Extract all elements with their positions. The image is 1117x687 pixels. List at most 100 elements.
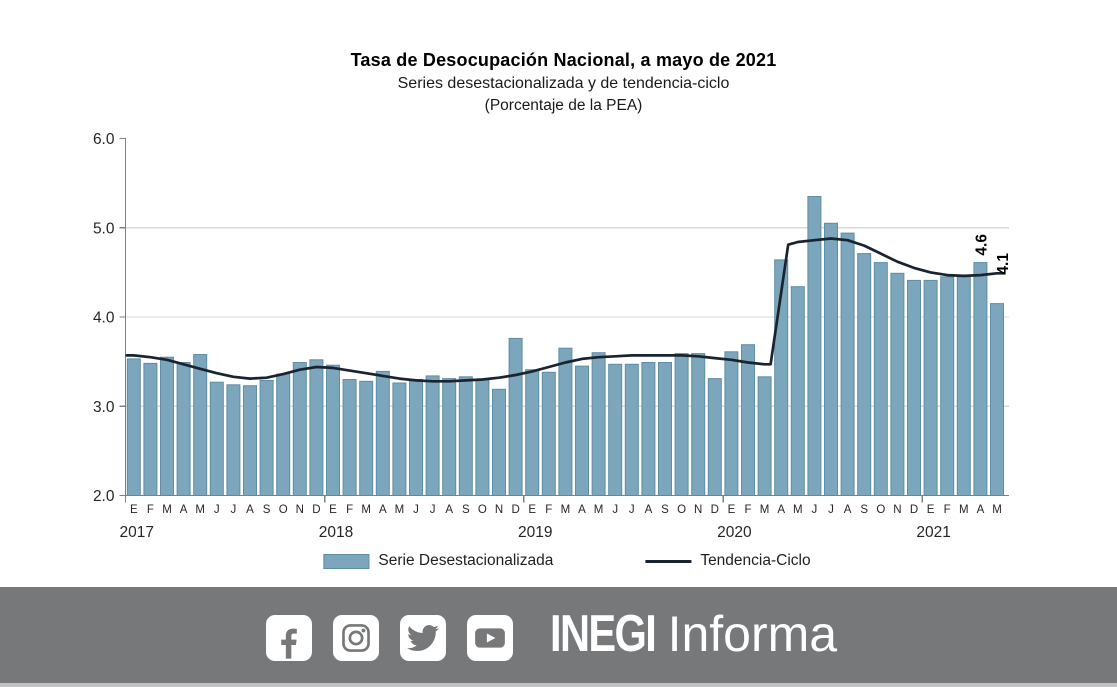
- year-label: 2018: [319, 524, 353, 541]
- facebook-glyph: [281, 628, 297, 659]
- chart-units-note: (Porcentaje de la PEA): [484, 97, 643, 114]
- month-label: F: [744, 504, 751, 516]
- month-label: A: [246, 504, 254, 516]
- month-label: J: [214, 504, 220, 516]
- month-label: E: [130, 504, 138, 516]
- bar: [126, 358, 141, 496]
- bar: [276, 373, 291, 497]
- bar: [873, 262, 888, 496]
- y-tick-label: 5.0: [93, 220, 115, 237]
- month-label: S: [860, 504, 868, 516]
- bar: [342, 379, 357, 496]
- bar: [840, 232, 855, 496]
- bar: [691, 353, 706, 496]
- month-label: F: [545, 504, 552, 516]
- month-label: M: [793, 504, 803, 516]
- bar: [757, 376, 772, 496]
- legend-line-label: Tendencia-Ciclo: [700, 552, 811, 569]
- bar: [176, 362, 191, 496]
- month-label: N: [296, 504, 304, 516]
- instagram-glyph: [342, 624, 370, 652]
- month-label: F: [944, 504, 951, 516]
- month-label: M: [594, 504, 604, 516]
- facebook-icon[interactable]: [266, 615, 312, 661]
- month-label: M: [760, 504, 770, 516]
- month-label: A: [445, 504, 453, 516]
- month-label: M: [195, 504, 205, 516]
- legend-bar-label: Serie Desestacionalizada: [378, 552, 554, 569]
- bar: [608, 363, 623, 496]
- month-label: J: [612, 504, 618, 516]
- month-label: J: [231, 504, 237, 516]
- bar: [541, 371, 556, 496]
- month-label: A: [379, 504, 387, 516]
- bar: [641, 362, 656, 496]
- month-label: J: [430, 504, 436, 516]
- month-label: O: [876, 504, 885, 516]
- month-label: M: [992, 504, 1002, 516]
- month-label: S: [462, 504, 470, 516]
- bar: [790, 286, 805, 497]
- month-label: A: [578, 504, 586, 516]
- month-label: D: [312, 504, 320, 516]
- bar: [658, 362, 672, 496]
- bar: [375, 370, 390, 496]
- bar: [741, 344, 755, 497]
- bar: [907, 279, 921, 496]
- month-label: E: [927, 504, 935, 516]
- bar: [525, 369, 540, 497]
- chart-title: Tasa de Desocupación Nacional, a mayo de…: [350, 50, 777, 70]
- month-label: E: [528, 504, 536, 516]
- month-label: A: [777, 504, 785, 516]
- month-label: E: [329, 504, 337, 516]
- month-label: O: [279, 504, 288, 516]
- month-label: A: [645, 504, 653, 516]
- legend-bar-swatch: [323, 553, 370, 569]
- month-label: M: [561, 504, 571, 516]
- instagram-icon[interactable]: [333, 615, 379, 661]
- month-label: O: [677, 504, 686, 516]
- month-label: M: [395, 504, 405, 516]
- month-label: M: [361, 504, 371, 516]
- bar: [990, 303, 1004, 496]
- youtube-icon[interactable]: [467, 615, 513, 661]
- month-label: M: [959, 504, 969, 516]
- bar: [326, 364, 340, 497]
- bar: [160, 356, 174, 497]
- bar: [591, 352, 606, 497]
- bar: [292, 362, 307, 496]
- bar: [143, 362, 158, 496]
- month-label: D: [910, 504, 918, 516]
- year-label: 2020: [717, 524, 752, 541]
- y-tick-label: 6.0: [93, 131, 115, 148]
- chart-legend: Serie Desestacionalizada Tendencia-Ciclo: [323, 552, 811, 570]
- inegi-footer-band: INEGI Informa: [0, 587, 1117, 683]
- bar: [707, 378, 722, 497]
- informa-logo-text: Informa: [667, 606, 838, 662]
- bar: [575, 365, 589, 496]
- bar: [674, 353, 689, 496]
- bar: [458, 376, 473, 496]
- bar: [857, 253, 872, 496]
- bar: [243, 385, 257, 497]
- footer-bottom-strip: [0, 683, 1117, 687]
- month-label: M: [162, 504, 172, 516]
- bar: [624, 363, 639, 496]
- point-label-4.1: 4.1: [995, 253, 1012, 275]
- month-label: N: [893, 504, 901, 516]
- bar: [309, 359, 324, 496]
- youtube-glyph: [475, 628, 505, 648]
- bar: [558, 347, 573, 497]
- twitter-glyph: [407, 624, 439, 651]
- bar: [956, 276, 971, 496]
- month-label: S: [661, 504, 669, 516]
- chart-subtitle: Series desestacionalizada y de tendencia…: [397, 75, 730, 92]
- year-label: 2017: [120, 524, 154, 541]
- month-label: N: [694, 504, 702, 516]
- twitter-icon[interactable]: [400, 615, 446, 661]
- chart-header: Tasa de Desocupación Nacional, a mayo de…: [10, 48, 1117, 117]
- bar: [508, 337, 523, 496]
- month-label: A: [977, 504, 985, 516]
- bar: [824, 222, 838, 497]
